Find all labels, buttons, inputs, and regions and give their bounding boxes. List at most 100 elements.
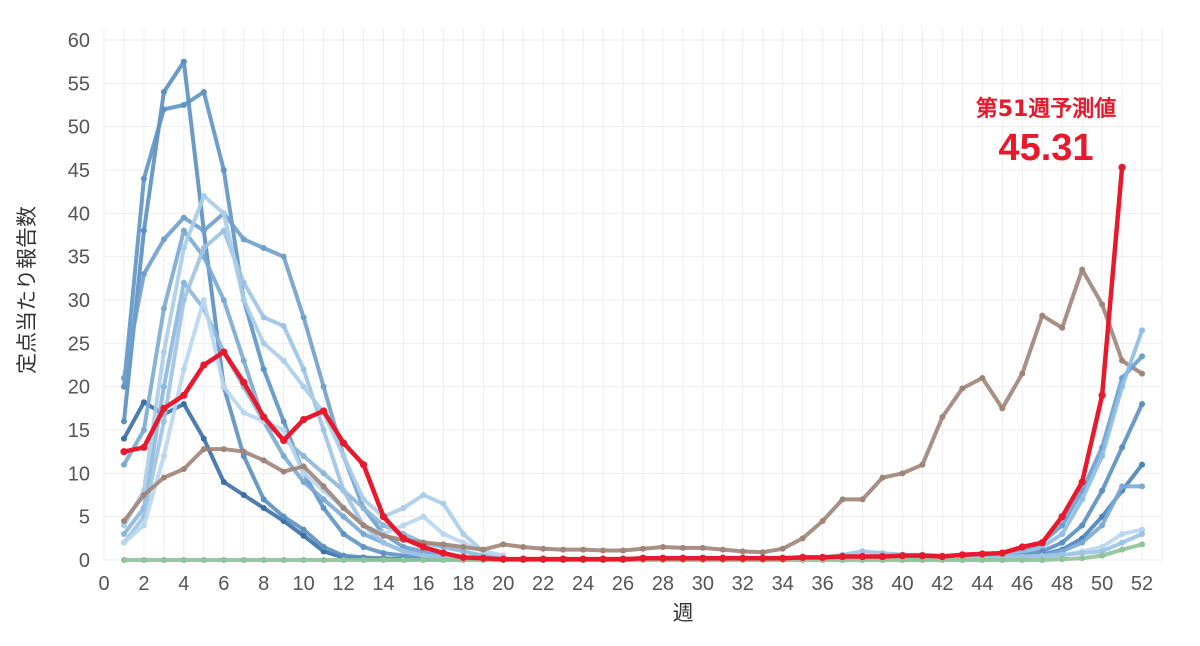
- data-point: [599, 555, 607, 563]
- data-point: [978, 550, 986, 558]
- series-line: [121, 298, 506, 558]
- x-tick-label: 44: [971, 573, 993, 595]
- data-point: [380, 522, 387, 529]
- data-point: [679, 554, 687, 562]
- data-point: [520, 544, 527, 550]
- data-point: [260, 340, 267, 347]
- data-point: [539, 555, 547, 563]
- data-point: [200, 227, 207, 234]
- x-tick-label: 10: [292, 573, 314, 595]
- data-point: [440, 557, 447, 563]
- data-point: [500, 541, 507, 548]
- y-tick-label: 45: [68, 160, 90, 182]
- data-point: [1119, 539, 1126, 546]
- data-point: [120, 557, 127, 563]
- data-point: [1078, 478, 1086, 486]
- x-tick-label: 4: [178, 573, 189, 595]
- data-point: [260, 314, 267, 321]
- data-point: [779, 554, 787, 562]
- x-tick-label: 32: [732, 573, 754, 595]
- data-point: [380, 532, 387, 539]
- data-point: [240, 409, 247, 416]
- data-point: [999, 557, 1006, 563]
- data-point: [460, 539, 467, 546]
- data-point: [1139, 541, 1146, 548]
- data-point: [220, 167, 227, 173]
- data-point: [340, 513, 347, 520]
- data-point: [519, 555, 527, 563]
- data-point: [1139, 531, 1146, 537]
- data-point: [839, 496, 846, 503]
- data-point: [479, 554, 487, 562]
- x-tick-label: 38: [851, 573, 873, 595]
- data-point: [160, 474, 167, 481]
- data-point: [400, 548, 407, 555]
- data-point: [1059, 531, 1066, 537]
- data-point: [898, 552, 907, 560]
- data-point: [1079, 539, 1086, 546]
- y-tick-label: 60: [68, 30, 90, 52]
- data-point: [839, 552, 847, 561]
- data-point: [180, 102, 187, 108]
- data-point: [360, 496, 367, 503]
- data-point: [180, 391, 188, 399]
- data-point: [240, 297, 247, 303]
- data-point: [120, 522, 127, 529]
- data-point: [1139, 526, 1146, 533]
- data-point: [120, 518, 127, 524]
- data-point: [280, 427, 287, 433]
- data-point: [1139, 401, 1146, 407]
- data-point: [140, 557, 147, 563]
- data-point: [938, 552, 947, 561]
- data-point: [979, 375, 986, 381]
- data-point: [240, 557, 247, 563]
- data-point: [280, 357, 287, 364]
- data-point: [260, 505, 267, 511]
- data-point: [699, 544, 706, 551]
- data-point: [679, 544, 686, 551]
- data-point: [339, 439, 348, 447]
- data-point: [280, 453, 287, 459]
- data-point: [300, 453, 307, 459]
- x-tick-label: 24: [572, 573, 594, 595]
- data-point: [220, 297, 227, 303]
- y-tick-label: 35: [68, 247, 90, 269]
- data-point: [400, 557, 407, 563]
- data-point: [1058, 513, 1066, 521]
- data-point: [319, 407, 328, 415]
- data-point: [300, 557, 307, 563]
- data-point: [220, 227, 227, 234]
- data-point: [958, 551, 966, 559]
- data-point: [260, 413, 268, 421]
- data-point: [1099, 544, 1106, 550]
- data-point: [120, 375, 127, 381]
- data-point: [200, 446, 207, 453]
- data-point: [220, 446, 227, 453]
- data-point: [140, 175, 147, 182]
- data-point: [180, 297, 187, 303]
- data-point: [1099, 487, 1106, 494]
- data-point: [579, 555, 587, 563]
- data-point: [160, 418, 167, 425]
- annotation-value: 45.31: [998, 127, 1093, 169]
- data-point: [220, 348, 228, 356]
- data-point: [918, 552, 927, 560]
- data-point: [160, 557, 167, 563]
- data-point: [280, 418, 287, 425]
- data-point: [300, 383, 307, 390]
- data-point: [1039, 557, 1046, 563]
- data-point: [280, 253, 287, 260]
- x-tick-label: 14: [372, 573, 394, 595]
- data-point: [300, 526, 307, 533]
- data-point: [380, 550, 387, 557]
- data-point: [659, 554, 667, 562]
- series-layer: [120, 58, 1146, 563]
- data-point: [260, 557, 267, 563]
- data-point: [140, 271, 147, 277]
- data-point: [819, 553, 827, 562]
- series-line: [121, 267, 1145, 555]
- data-point: [1119, 483, 1126, 490]
- data-point: [160, 236, 167, 243]
- data-point: [420, 557, 427, 563]
